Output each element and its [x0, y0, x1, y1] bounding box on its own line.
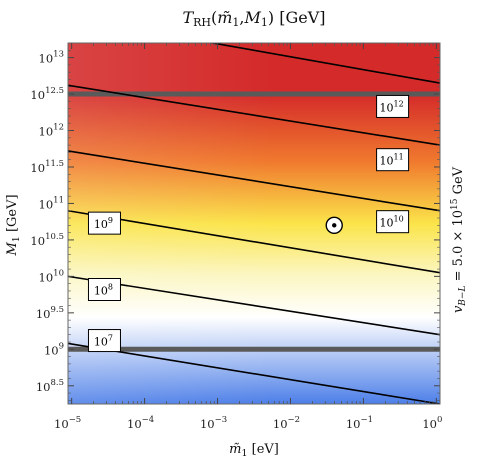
x-tick-label: 10−5	[54, 415, 81, 431]
contour-label: 107	[87, 329, 121, 353]
contour-label-box	[87, 329, 121, 353]
axis-ticks: 10−5 10−4 10−3 10−2 10−1 100 108.5 109 109.5 1010…	[30, 43, 442, 431]
y-axis-title: M1 [GeV]	[5, 194, 22, 256]
contour-line	[68, 275, 440, 336]
contour-label: 1011	[376, 148, 410, 172]
horizontal-bands	[68, 91, 440, 352]
contour-label: 109	[87, 211, 121, 235]
contour-lines	[68, 43, 440, 404]
contour-label-box	[87, 278, 121, 302]
contour-labels: 107 108 109 1010 1011 1012	[87, 94, 410, 353]
contour-label-text: 107	[94, 334, 113, 349]
contour-label: 1012	[376, 94, 410, 118]
contour-label: 108	[87, 278, 121, 302]
contour-label: 1010	[376, 210, 410, 234]
contour-label-text: 1011	[379, 153, 403, 168]
reference-point-marker	[325, 216, 343, 235]
y-tick-label: 1011.5	[30, 159, 64, 175]
side-label: vB−L = 5.0 × 1015 GeV	[450, 166, 468, 313]
y-tick-label: 1011	[39, 195, 64, 211]
marker-dot	[332, 223, 337, 228]
contour-label-text: 108	[94, 283, 113, 298]
contour-line	[68, 342, 440, 404]
y-tick-label: 1010.5	[30, 232, 64, 248]
y-tick-label: 109	[44, 341, 64, 357]
y-tick-label: 1012.5	[30, 86, 64, 102]
chart-title: TRH(m̃1,M1) [GeV]	[182, 8, 325, 29]
plot-frame	[67, 42, 441, 405]
y-tick-label: 1012	[39, 123, 64, 139]
x-axis-title: m̃1 [eV]	[229, 442, 279, 459]
contour-label-text: 1012	[379, 99, 403, 114]
x-tick-label: 10−3	[200, 415, 227, 431]
contour-label-box	[376, 148, 410, 172]
x-tick-label: 10−4	[127, 415, 154, 431]
y-tick-label: 108.5	[36, 378, 64, 394]
contour-line	[68, 209, 440, 274]
x-tick-label: 100	[422, 415, 442, 431]
contour-label-box	[87, 211, 121, 235]
y-tick-label: 109.5	[36, 305, 64, 321]
contour-label-text: 1010	[379, 215, 403, 230]
plot-area	[68, 43, 440, 404]
y-tick-label: 1013	[39, 50, 64, 66]
contour-line	[68, 84, 440, 146]
contour-label-box	[376, 210, 410, 234]
contour-line	[68, 150, 440, 212]
contour-label-text: 109	[94, 216, 113, 231]
contour-label-box	[376, 94, 410, 118]
x-tick-label: 10−1	[346, 415, 373, 431]
x-tick-label: 10−2	[273, 415, 300, 431]
y-tick-label: 1010	[39, 268, 64, 284]
contour-line	[208, 43, 440, 84]
